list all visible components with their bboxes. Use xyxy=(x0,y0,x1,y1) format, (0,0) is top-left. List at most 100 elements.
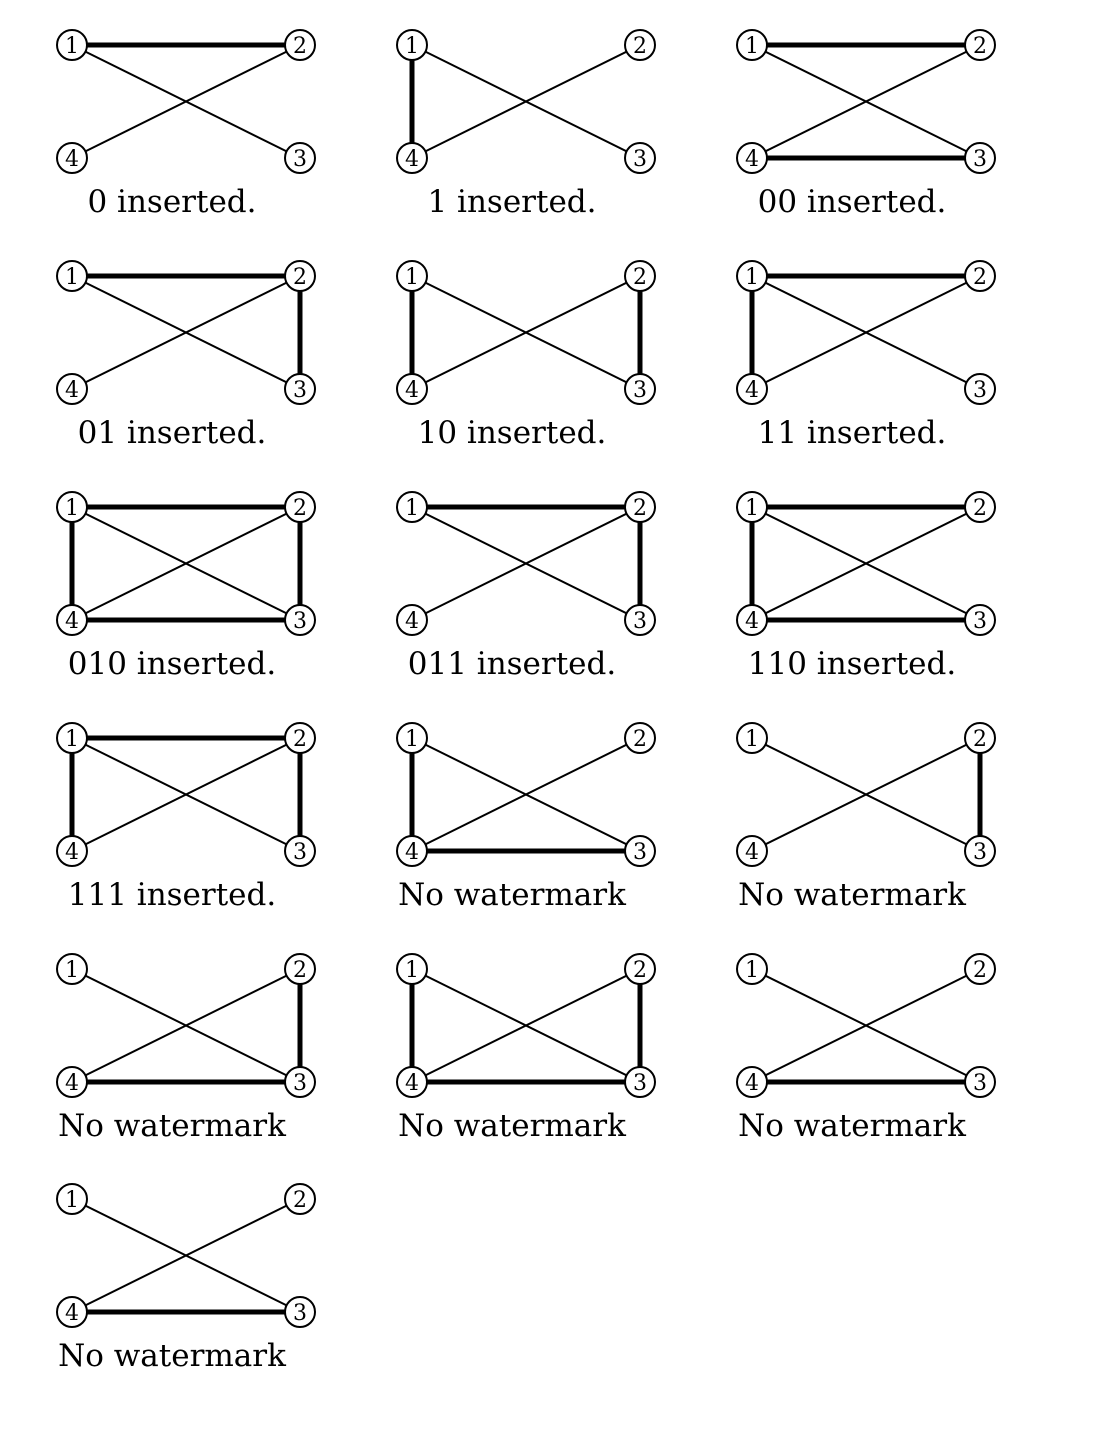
node-circle xyxy=(964,142,996,174)
node-1: 1 xyxy=(56,491,88,523)
node-label: 3 xyxy=(973,609,987,634)
graph-figure: 1 2 3 4 xyxy=(56,953,316,1098)
node-circle xyxy=(736,142,768,174)
node-label: 1 xyxy=(405,496,419,521)
node-circle xyxy=(396,29,428,61)
graph-panel: 1 2 3 4 0 inserted. xyxy=(42,0,382,230)
graph-figure: 1 2 3 4 xyxy=(56,1183,316,1328)
node-circle xyxy=(284,373,316,405)
graph-figure: 1 2 3 4 xyxy=(56,260,316,405)
node-circle xyxy=(624,953,656,985)
node-circle xyxy=(56,604,88,636)
edge-2-4 xyxy=(411,44,641,159)
node-circle xyxy=(396,1066,428,1098)
node-1: 1 xyxy=(396,491,428,523)
node-label: 1 xyxy=(65,958,79,983)
node-circle xyxy=(284,835,316,867)
node-2: 2 xyxy=(624,722,656,754)
node-2: 2 xyxy=(284,260,316,292)
graph-figure: 1 2 3 4 xyxy=(736,29,996,174)
graph-panel: 1 2 3 4 010 inserted. xyxy=(42,462,382,692)
node-circle xyxy=(396,604,428,636)
node-label: 4 xyxy=(405,609,419,634)
node-circle xyxy=(56,953,88,985)
node-circle xyxy=(56,373,88,405)
panel-caption: 010 inserted. xyxy=(67,646,277,682)
node-1: 1 xyxy=(736,491,768,523)
panel-caption: 0 inserted. xyxy=(87,184,257,220)
graph-figure: 1 2 3 4 xyxy=(736,260,996,405)
node-2: 2 xyxy=(284,491,316,523)
panel-caption: No watermark xyxy=(738,1108,966,1144)
node-3: 3 xyxy=(624,835,656,867)
node-4: 4 xyxy=(56,604,88,636)
node-label: 3 xyxy=(293,1071,307,1096)
graph-panel: 1 2 3 4 No watermark xyxy=(42,1154,382,1384)
node-4: 4 xyxy=(736,604,768,636)
node-label: 3 xyxy=(973,378,987,403)
node-3: 3 xyxy=(964,373,996,405)
node-label: 1 xyxy=(65,34,79,59)
node-label: 4 xyxy=(65,1071,79,1096)
node-3: 3 xyxy=(284,1066,316,1098)
node-label: 1 xyxy=(65,727,79,752)
node-4: 4 xyxy=(56,835,88,867)
node-circle xyxy=(964,1066,996,1098)
node-circle xyxy=(624,1066,656,1098)
node-1: 1 xyxy=(736,953,768,985)
node-3: 3 xyxy=(284,604,316,636)
node-label: 2 xyxy=(633,34,647,59)
node-circle xyxy=(736,1066,768,1098)
edge-2-4 xyxy=(71,968,301,1083)
edge-2-4 xyxy=(411,506,641,621)
node-circle xyxy=(624,491,656,523)
node-4: 4 xyxy=(396,142,428,174)
node-circle xyxy=(964,604,996,636)
node-label: 2 xyxy=(973,34,987,59)
node-4: 4 xyxy=(56,1296,88,1328)
node-circle xyxy=(56,1183,88,1215)
node-circle xyxy=(284,142,316,174)
node-2: 2 xyxy=(964,29,996,61)
node-circle xyxy=(284,260,316,292)
node-label: 2 xyxy=(293,265,307,290)
panel-caption: 01 inserted. xyxy=(77,415,267,451)
node-1: 1 xyxy=(56,1183,88,1215)
node-label: 1 xyxy=(65,265,79,290)
graph-figure: 1 2 3 4 xyxy=(736,953,996,1098)
node-2: 2 xyxy=(284,1183,316,1215)
node-circle xyxy=(736,260,768,292)
node-1: 1 xyxy=(396,260,428,292)
node-circle xyxy=(964,953,996,985)
node-circle xyxy=(396,953,428,985)
graph-panel: 1 2 3 4 01 inserted. xyxy=(42,231,382,461)
panel-caption: 011 inserted. xyxy=(407,646,617,682)
node-4: 4 xyxy=(56,142,88,174)
node-label: 4 xyxy=(405,840,419,865)
node-3: 3 xyxy=(284,835,316,867)
node-label: 4 xyxy=(405,378,419,403)
node-label: 1 xyxy=(745,727,759,752)
node-label: 1 xyxy=(405,265,419,290)
node-1: 1 xyxy=(736,29,768,61)
node-label: 2 xyxy=(633,265,647,290)
node-circle xyxy=(284,1066,316,1098)
graph-panel: 1 2 3 4 1 inserted. xyxy=(382,0,722,230)
node-label: 3 xyxy=(293,1301,307,1326)
graph-panel: 1 2 3 4 No watermark xyxy=(382,924,722,1154)
node-label: 1 xyxy=(745,34,759,59)
node-circle xyxy=(396,260,428,292)
node-label: 1 xyxy=(405,958,419,983)
graph-figure: 1 2 3 4 xyxy=(396,953,656,1098)
node-circle xyxy=(56,1296,88,1328)
node-label: 2 xyxy=(973,265,987,290)
node-circle xyxy=(624,142,656,174)
edge-2-4 xyxy=(751,44,981,159)
graph-figure: 1 2 3 4 xyxy=(56,491,316,636)
node-circle xyxy=(964,835,996,867)
node-4: 4 xyxy=(396,1066,428,1098)
node-label: 4 xyxy=(745,378,759,403)
panel-caption: No watermark xyxy=(398,877,626,913)
node-label: 1 xyxy=(405,727,419,752)
node-circle xyxy=(964,373,996,405)
